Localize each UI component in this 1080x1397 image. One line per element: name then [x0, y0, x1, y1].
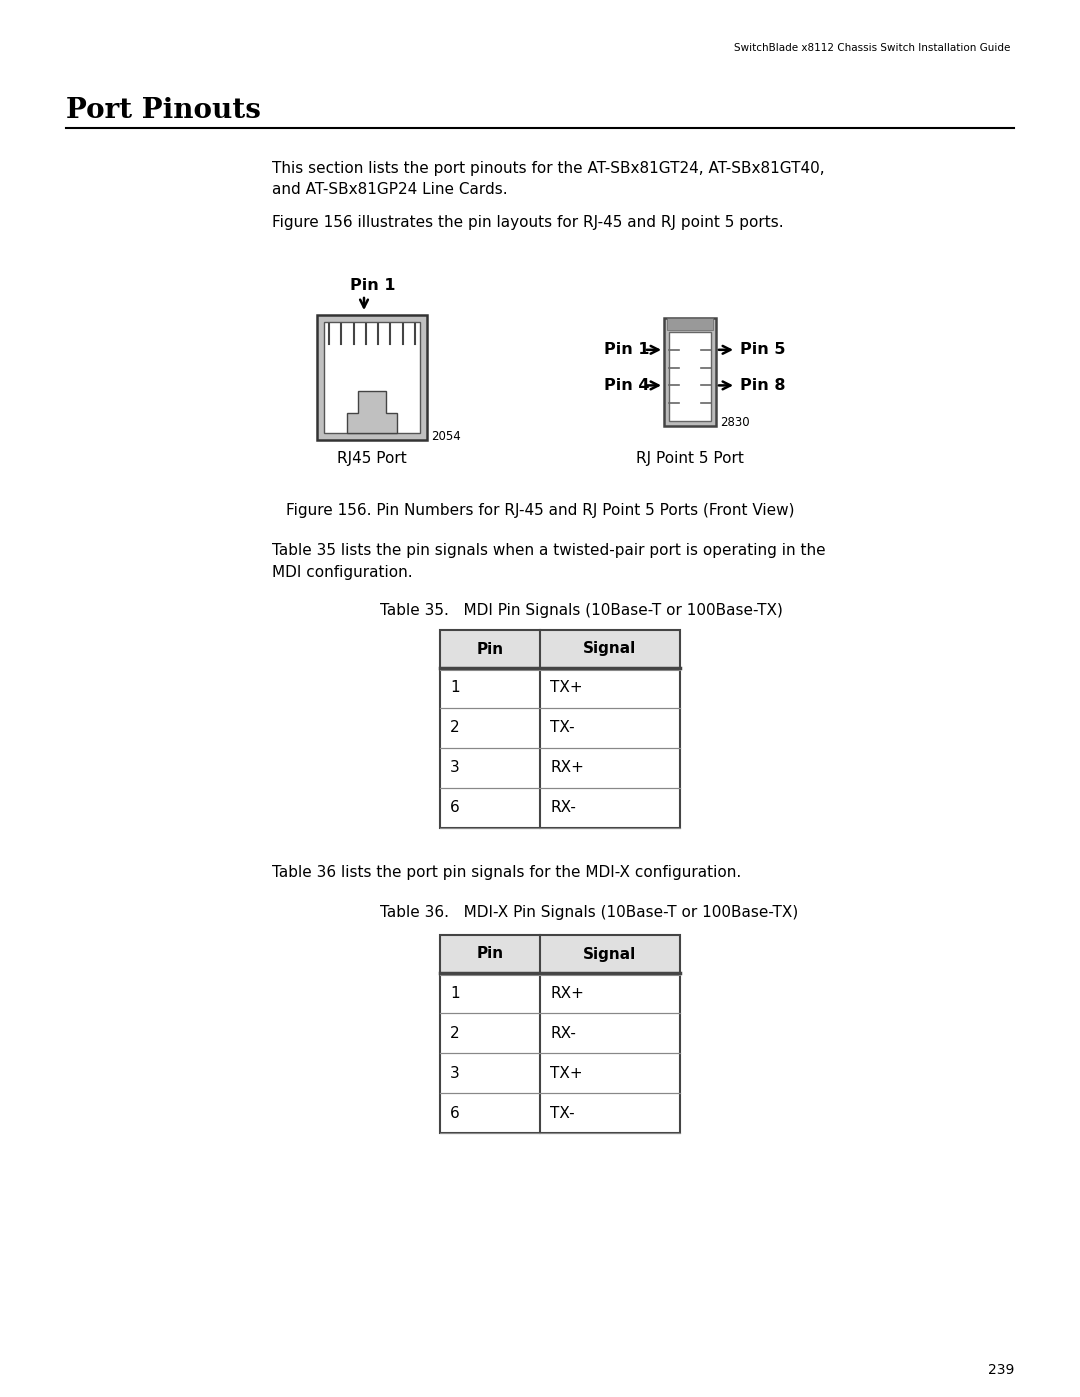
Text: TX-: TX-	[550, 1105, 575, 1120]
Text: Port Pinouts: Port Pinouts	[66, 96, 261, 123]
Text: RX-: RX-	[550, 1025, 576, 1041]
Text: Table 36.   MDI-X Pin Signals (10Base-T or 100Base-TX): Table 36. MDI-X Pin Signals (10Base-T or…	[380, 905, 798, 921]
Text: This section lists the port pinouts for the AT-SBx81GT24, AT-SBx81GT40,: This section lists the port pinouts for …	[272, 161, 825, 176]
Text: RX-: RX-	[550, 800, 576, 816]
Bar	[669, 332, 711, 420]
Text: RX+: RX+	[550, 760, 584, 775]
Text: Table 36 lists the port pin signals for the MDI-X configuration.: Table 36 lists the port pin signals for …	[272, 866, 741, 880]
Text: Table 35.   MDI Pin Signals (10Base-T or 100Base-TX): Table 35. MDI Pin Signals (10Base-T or 1…	[380, 602, 783, 617]
Text: Pin: Pin	[476, 641, 503, 657]
Bar	[440, 935, 680, 1133]
Text: Pin: Pin	[476, 947, 503, 961]
Text: TX+: TX+	[550, 680, 582, 696]
Text: MDI configuration.: MDI configuration.	[272, 564, 413, 580]
Bar	[440, 630, 680, 668]
Bar	[440, 935, 680, 972]
Text: TX+: TX+	[550, 1066, 582, 1080]
Bar	[440, 630, 680, 828]
Text: Signal: Signal	[583, 641, 636, 657]
Text: 2054: 2054	[431, 430, 461, 443]
Text: 2830: 2830	[720, 416, 750, 429]
Text: 2: 2	[450, 721, 460, 735]
Text: 6: 6	[450, 800, 460, 816]
Text: RJ Point 5 Port: RJ Point 5 Port	[636, 450, 744, 465]
Text: and AT-SBx81GP24 Line Cards.: and AT-SBx81GP24 Line Cards.	[272, 183, 508, 197]
Text: Pin 1: Pin 1	[350, 278, 395, 292]
Bar	[318, 314, 427, 440]
Text: SwitchBlade x8112 Chassis Switch Installation Guide: SwitchBlade x8112 Chassis Switch Install…	[733, 43, 1010, 53]
Text: 1: 1	[450, 680, 460, 696]
Text: 6: 6	[450, 1105, 460, 1120]
Text: Pin 5: Pin 5	[740, 342, 785, 358]
Text: Pin 4: Pin 4	[604, 379, 649, 393]
Text: Table 35 lists the pin signals when a twisted-pair port is operating in the: Table 35 lists the pin signals when a tw…	[272, 542, 825, 557]
Text: 3: 3	[450, 1066, 460, 1080]
Text: 239: 239	[987, 1363, 1014, 1377]
Text: Pin 1: Pin 1	[604, 342, 649, 358]
Text: TX-: TX-	[550, 721, 575, 735]
Text: RJ45 Port: RJ45 Port	[337, 450, 407, 465]
Text: Signal: Signal	[583, 947, 636, 961]
Text: 2: 2	[450, 1025, 460, 1041]
Bar	[667, 319, 713, 330]
Bar	[664, 319, 716, 426]
Polygon shape	[347, 391, 397, 433]
Text: 1: 1	[450, 985, 460, 1000]
Text: Pin 8: Pin 8	[740, 379, 785, 393]
Bar	[324, 321, 420, 433]
Text: Figure 156 illustrates the pin layouts for RJ-45 and RJ point 5 ports.: Figure 156 illustrates the pin layouts f…	[272, 215, 784, 229]
Text: Figure 156. Pin Numbers for RJ-45 and RJ Point 5 Ports (Front View): Figure 156. Pin Numbers for RJ-45 and RJ…	[286, 503, 794, 517]
Text: RX+: RX+	[550, 985, 584, 1000]
Text: 3: 3	[450, 760, 460, 775]
